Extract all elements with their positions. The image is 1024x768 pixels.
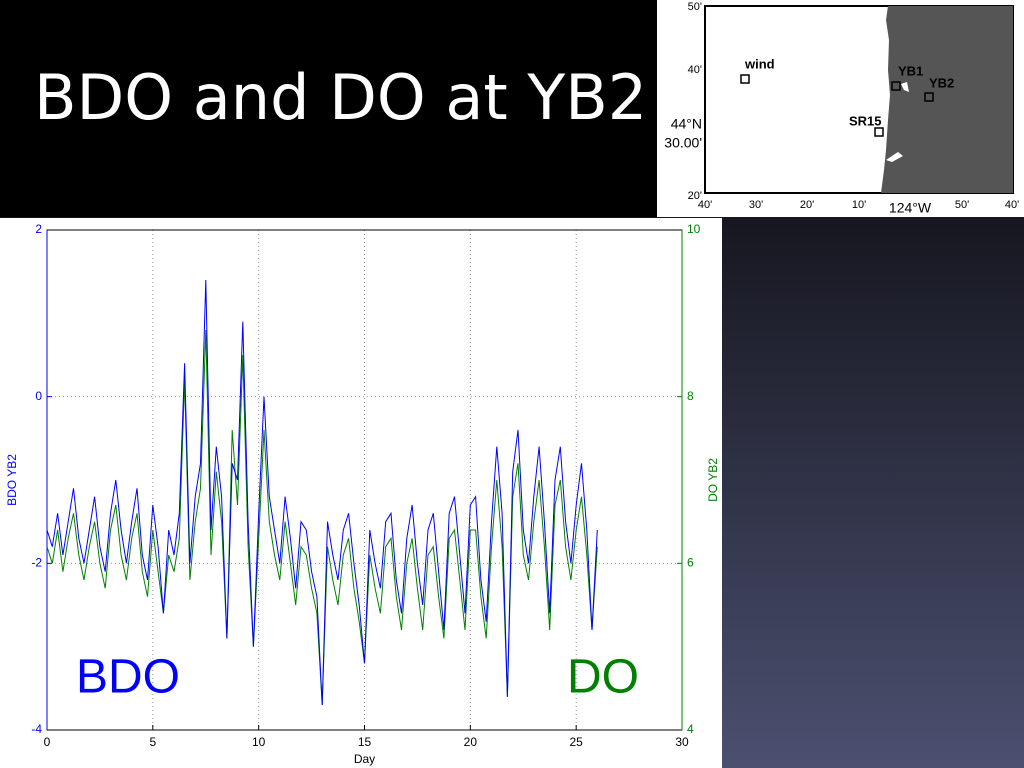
y2-tick-label: 6 [687,556,694,570]
y2-axis-label: DO YB2 [706,458,720,502]
y-tick-label: 2 [35,222,42,236]
map-lon-label: 40' [1005,199,1019,211]
x-tick-label: 20 [464,735,478,749]
station-box [924,92,934,102]
x-axis-label: Day [354,752,375,766]
map: wind YB1 YB2 SR15 50' 40' 44°N 30.00' 20… [657,0,1024,217]
map-lon-label: 10' [852,199,866,211]
station-label: SR15 [849,113,882,128]
series-line [46,279,598,706]
x-tick-label: 25 [569,735,583,749]
series-annotation: BDO [76,651,180,704]
x-tick-label: 30 [675,735,689,749]
y-tick-label: 0 [35,389,42,403]
map-lon-label: 124°W [889,200,932,216]
map-lon-label: 50' [955,199,969,211]
x-tick-label: 10 [252,735,266,749]
y2-tick-label: 8 [687,389,694,403]
y2-tick-label: 4 [687,722,694,736]
station-box [740,74,750,84]
chart: 0 5 10 15 20 25 30 -4 -2 0 2 4 6 8 10 Day BDO YB2 DO YB2 B… [5,222,720,766]
station-box [874,127,884,137]
map-lon-label: 40' [698,199,712,211]
station-label: YB1 [898,63,923,78]
map-lat-label: 30.00' [664,135,702,151]
x-tick-label: 5 [149,735,156,749]
map-lat-label: 40' [688,64,702,76]
station-label: YB2 [929,75,954,90]
map-lon-label: 20' [800,199,814,211]
title-band [0,0,657,217]
map-lat-label: 50' [688,1,702,13]
x-tick-label: 0 [44,735,51,749]
x-tick-label: 15 [358,735,372,749]
land [881,6,1013,193]
slide-title: BDO and DO at YB2 [34,61,647,134]
map-lat-label: 44°N [671,116,702,132]
map-lat-label: 20' [688,190,702,202]
map-lon-label: 30' [749,199,763,211]
y-axis-label: BDO YB2 [5,454,19,506]
water [886,82,909,162]
station-box [891,81,901,91]
series-annotation: DO [567,651,639,704]
y2-tick-label: 10 [687,222,701,236]
station-label: wind [744,56,775,71]
y-tick-label: -4 [31,722,42,736]
y-tick-label: -2 [31,556,42,570]
chart-bg [0,218,722,768]
